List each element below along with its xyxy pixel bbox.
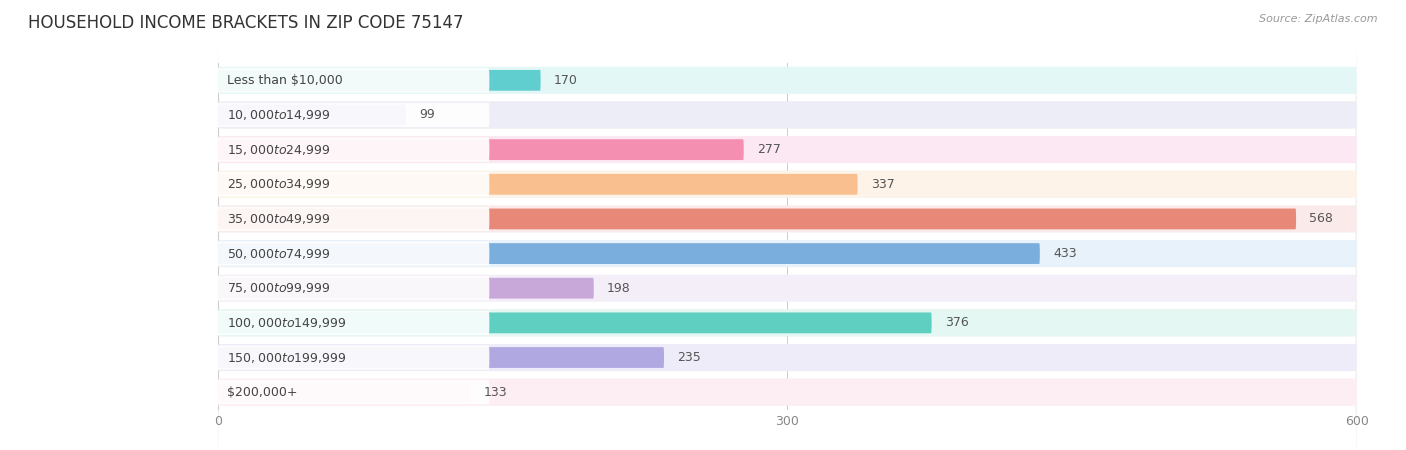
FancyBboxPatch shape	[214, 207, 489, 231]
FancyBboxPatch shape	[218, 378, 1357, 406]
FancyBboxPatch shape	[218, 163, 1357, 344]
FancyBboxPatch shape	[218, 240, 1357, 267]
FancyBboxPatch shape	[218, 101, 1357, 129]
FancyBboxPatch shape	[218, 233, 1357, 413]
FancyBboxPatch shape	[218, 274, 1357, 302]
Text: 376: 376	[945, 316, 969, 329]
FancyBboxPatch shape	[218, 136, 1357, 163]
FancyBboxPatch shape	[218, 171, 1357, 198]
FancyBboxPatch shape	[218, 94, 1357, 274]
Text: 277: 277	[756, 143, 780, 156]
FancyBboxPatch shape	[218, 278, 593, 299]
Text: 568: 568	[1309, 212, 1333, 225]
FancyBboxPatch shape	[218, 70, 540, 91]
Text: 235: 235	[678, 351, 702, 364]
Text: 433: 433	[1053, 247, 1077, 260]
FancyBboxPatch shape	[218, 205, 1357, 233]
Text: 198: 198	[607, 282, 631, 295]
FancyBboxPatch shape	[214, 380, 489, 404]
Text: $25,000 to $34,999: $25,000 to $34,999	[228, 177, 330, 191]
Text: Less than $10,000: Less than $10,000	[228, 74, 343, 87]
Text: $150,000 to $199,999: $150,000 to $199,999	[228, 351, 347, 364]
FancyBboxPatch shape	[218, 25, 1357, 205]
Text: $200,000+: $200,000+	[228, 386, 298, 399]
FancyBboxPatch shape	[214, 311, 489, 335]
FancyBboxPatch shape	[214, 138, 489, 162]
FancyBboxPatch shape	[218, 208, 1296, 230]
FancyBboxPatch shape	[214, 242, 489, 266]
Text: 170: 170	[554, 74, 578, 87]
Text: $100,000 to $149,999: $100,000 to $149,999	[228, 316, 347, 330]
FancyBboxPatch shape	[214, 68, 489, 92]
FancyBboxPatch shape	[214, 276, 489, 300]
FancyBboxPatch shape	[218, 302, 1357, 450]
Text: $75,000 to $99,999: $75,000 to $99,999	[228, 281, 330, 295]
Text: 133: 133	[484, 386, 508, 399]
Text: $10,000 to $14,999: $10,000 to $14,999	[228, 108, 330, 122]
FancyBboxPatch shape	[218, 139, 744, 160]
FancyBboxPatch shape	[218, 174, 858, 195]
Text: HOUSEHOLD INCOME BRACKETS IN ZIP CODE 75147: HOUSEHOLD INCOME BRACKETS IN ZIP CODE 75…	[28, 14, 464, 32]
Text: $15,000 to $24,999: $15,000 to $24,999	[228, 143, 330, 157]
Text: $35,000 to $49,999: $35,000 to $49,999	[228, 212, 330, 226]
FancyBboxPatch shape	[218, 67, 1357, 94]
FancyBboxPatch shape	[218, 382, 471, 403]
Text: 99: 99	[419, 108, 434, 122]
FancyBboxPatch shape	[214, 103, 489, 127]
FancyBboxPatch shape	[218, 243, 1040, 264]
FancyBboxPatch shape	[214, 346, 489, 369]
FancyBboxPatch shape	[218, 347, 664, 368]
FancyBboxPatch shape	[218, 104, 406, 126]
Text: Source: ZipAtlas.com: Source: ZipAtlas.com	[1260, 14, 1378, 23]
FancyBboxPatch shape	[214, 172, 489, 196]
FancyBboxPatch shape	[218, 309, 1357, 337]
FancyBboxPatch shape	[218, 312, 932, 333]
FancyBboxPatch shape	[218, 344, 1357, 371]
Text: 337: 337	[870, 178, 894, 191]
Text: $50,000 to $74,999: $50,000 to $74,999	[228, 247, 330, 261]
